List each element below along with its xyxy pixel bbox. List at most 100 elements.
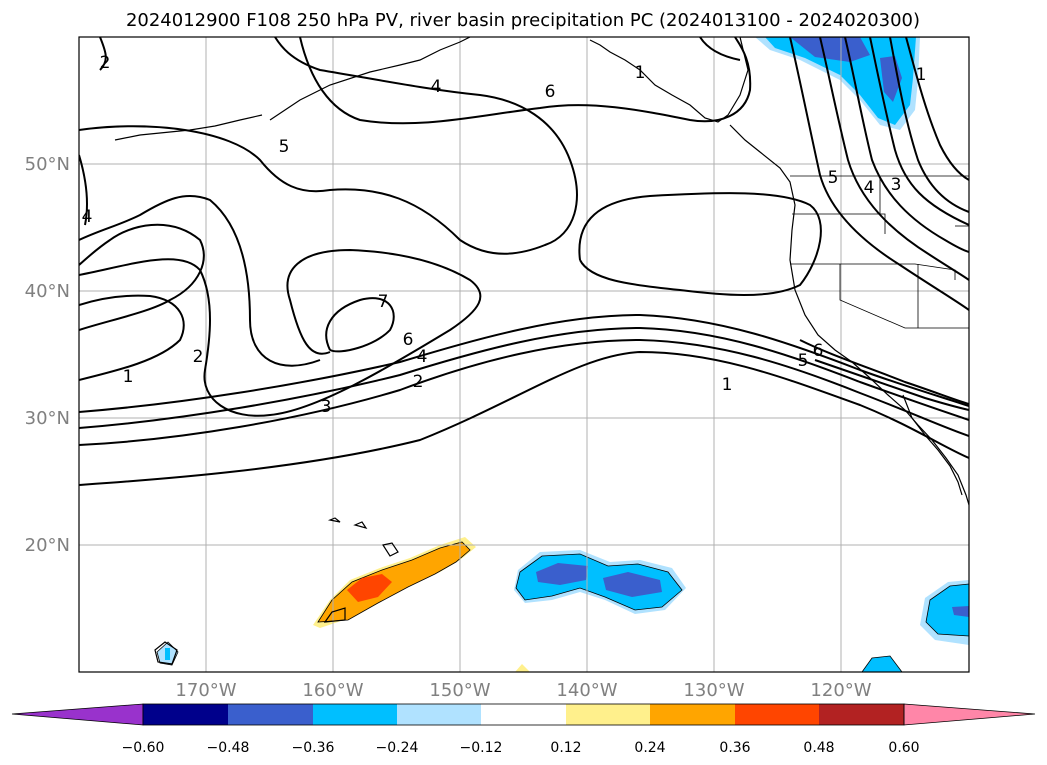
- lat-label-20n: 20°N: [25, 535, 70, 556]
- shaded-regions: [156, 37, 969, 672]
- colorbar-extend-low: [11, 703, 144, 726]
- contour-label: 4: [417, 347, 428, 367]
- negative-anomaly-region: [925, 583, 969, 637]
- contour-line: [869, 37, 969, 226]
- contour-label: 1: [916, 65, 927, 85]
- colorbar-segment: [819, 704, 904, 725]
- contour-line: [79, 294, 185, 381]
- colorbar-tick-label: −0.12: [460, 740, 503, 756]
- colorbar-tick-label: 0.12: [550, 740, 581, 756]
- colorbar-segment: [566, 704, 650, 725]
- colorbar-segment: [228, 704, 313, 725]
- north-america-coastline: [589, 37, 969, 123]
- map-area: 1 2 3 4 5 6 7 6 4 2 1 5 6 4 5 4 1 3 1 2: [79, 37, 969, 672]
- lon-label-150w: 150°W: [429, 680, 490, 701]
- colorbar-tick-label: 0.60: [888, 740, 919, 756]
- colorbar-segment: [143, 704, 228, 725]
- colorbar-tick-label: −0.60: [122, 740, 165, 756]
- negative-anomaly-core: [536, 563, 588, 585]
- island-outline: [154, 641, 178, 665]
- colorbar-tick-label: 0.36: [719, 740, 750, 756]
- figure-title: 2024012900 F108 250 hPa PV, river basin …: [126, 10, 920, 31]
- latitude-labels: 50°N 40°N 30°N 20°N: [25, 154, 70, 556]
- colorbar-tick-label: −0.36: [292, 740, 335, 756]
- contour-line: [79, 248, 482, 417]
- colorbar-segment: [397, 704, 481, 725]
- contour-label: 7: [378, 292, 389, 312]
- colorbar-segment: [481, 704, 566, 725]
- lat-label-30n: 30°N: [25, 408, 70, 429]
- contour-label: 5: [279, 137, 290, 157]
- contour-line: [578, 192, 822, 296]
- negative-anomaly-core: [952, 606, 969, 617]
- colorbar-segment: [313, 704, 397, 725]
- contour-line: [79, 313, 969, 413]
- colorbar-tick-label: 0.48: [803, 740, 834, 756]
- contour-line: [799, 339, 969, 405]
- contour-label: 4: [82, 207, 93, 227]
- longitude-labels: 170°W 160°W 150°W 140°W 130°W 120°W: [175, 680, 871, 701]
- colorbar-segment: [735, 704, 819, 725]
- pv-contours: [79, 37, 969, 486]
- colorbar: −0.60 −0.48 −0.36 −0.24 −0.12 0.12 0.24 …: [11, 703, 1036, 756]
- negative-anomaly-region: [861, 655, 903, 672]
- contour-line: [79, 154, 88, 226]
- positive-anomaly-region: [317, 541, 471, 623]
- negative-anomaly-core: [165, 648, 170, 660]
- lon-label-130w: 130°W: [683, 680, 744, 701]
- contour-line: [299, 37, 752, 125]
- contour-line: [844, 37, 969, 253]
- colorbar-extend-high: [903, 703, 1036, 726]
- state-borders: [790, 175, 969, 329]
- contour-line: [905, 37, 969, 181]
- contour-line: [99, 37, 107, 71]
- contour-line: [79, 350, 969, 486]
- colorbar-tick-label: 0.24: [634, 740, 665, 756]
- contour-label: 6: [403, 330, 414, 350]
- lat-label-50n: 50°N: [25, 154, 70, 175]
- lon-label-160w: 160°W: [302, 680, 363, 701]
- contour-line: [325, 297, 395, 353]
- contour-line: [79, 37, 578, 255]
- contour-label: 3: [891, 175, 902, 195]
- positive-anomaly-core: [347, 574, 392, 602]
- contour-label: 6: [813, 341, 824, 361]
- contour-label: 6: [545, 82, 556, 102]
- lon-label-170w: 170°W: [175, 680, 236, 701]
- baja-peninsula: [902, 394, 963, 496]
- contour-label: 5: [828, 168, 839, 188]
- contour-line: [79, 195, 321, 367]
- contour-line: [79, 326, 969, 429]
- contour-line: [819, 37, 969, 281]
- hawaiian-islands: [323, 517, 399, 623]
- contour-line: [79, 223, 205, 331]
- lon-label-140w: 140°W: [556, 680, 617, 701]
- contour-label: 5: [798, 351, 809, 371]
- map-frame: [78, 36, 970, 673]
- contour-line: [814, 359, 969, 411]
- colorbar-tick-label: −0.24: [376, 740, 419, 756]
- colorbar-tick-label: −0.48: [207, 740, 250, 756]
- negative-anomaly-core: [603, 572, 662, 597]
- contour-label: 4: [431, 77, 442, 97]
- contour-line: [789, 37, 969, 311]
- contour-label: 1: [722, 375, 733, 395]
- contour-line: [889, 37, 969, 213]
- alaska-coastline: [269, 37, 471, 121]
- contour-labels: 1 2 3 4 5 6 7 6 4 2 1 5 6 4 5 4 1 3 1 2: [82, 53, 927, 417]
- contour-label: 2: [193, 347, 204, 367]
- positive-anomaly-region: [515, 664, 530, 672]
- contour-label: 4: [864, 178, 875, 198]
- contour-line: [699, 37, 741, 61]
- contour-label: 1: [123, 367, 134, 387]
- contour-label: 1: [635, 63, 646, 83]
- lat-label-40n: 40°N: [25, 281, 70, 302]
- negative-anomaly-region: [765, 37, 916, 125]
- contour-label: 2: [100, 53, 111, 73]
- lon-label-120w: 120°W: [810, 680, 871, 701]
- west-coast-coastline: [729, 124, 969, 506]
- colorbar-segment: [650, 704, 735, 725]
- contour-label: 2: [413, 372, 424, 392]
- contour-line: [79, 338, 969, 446]
